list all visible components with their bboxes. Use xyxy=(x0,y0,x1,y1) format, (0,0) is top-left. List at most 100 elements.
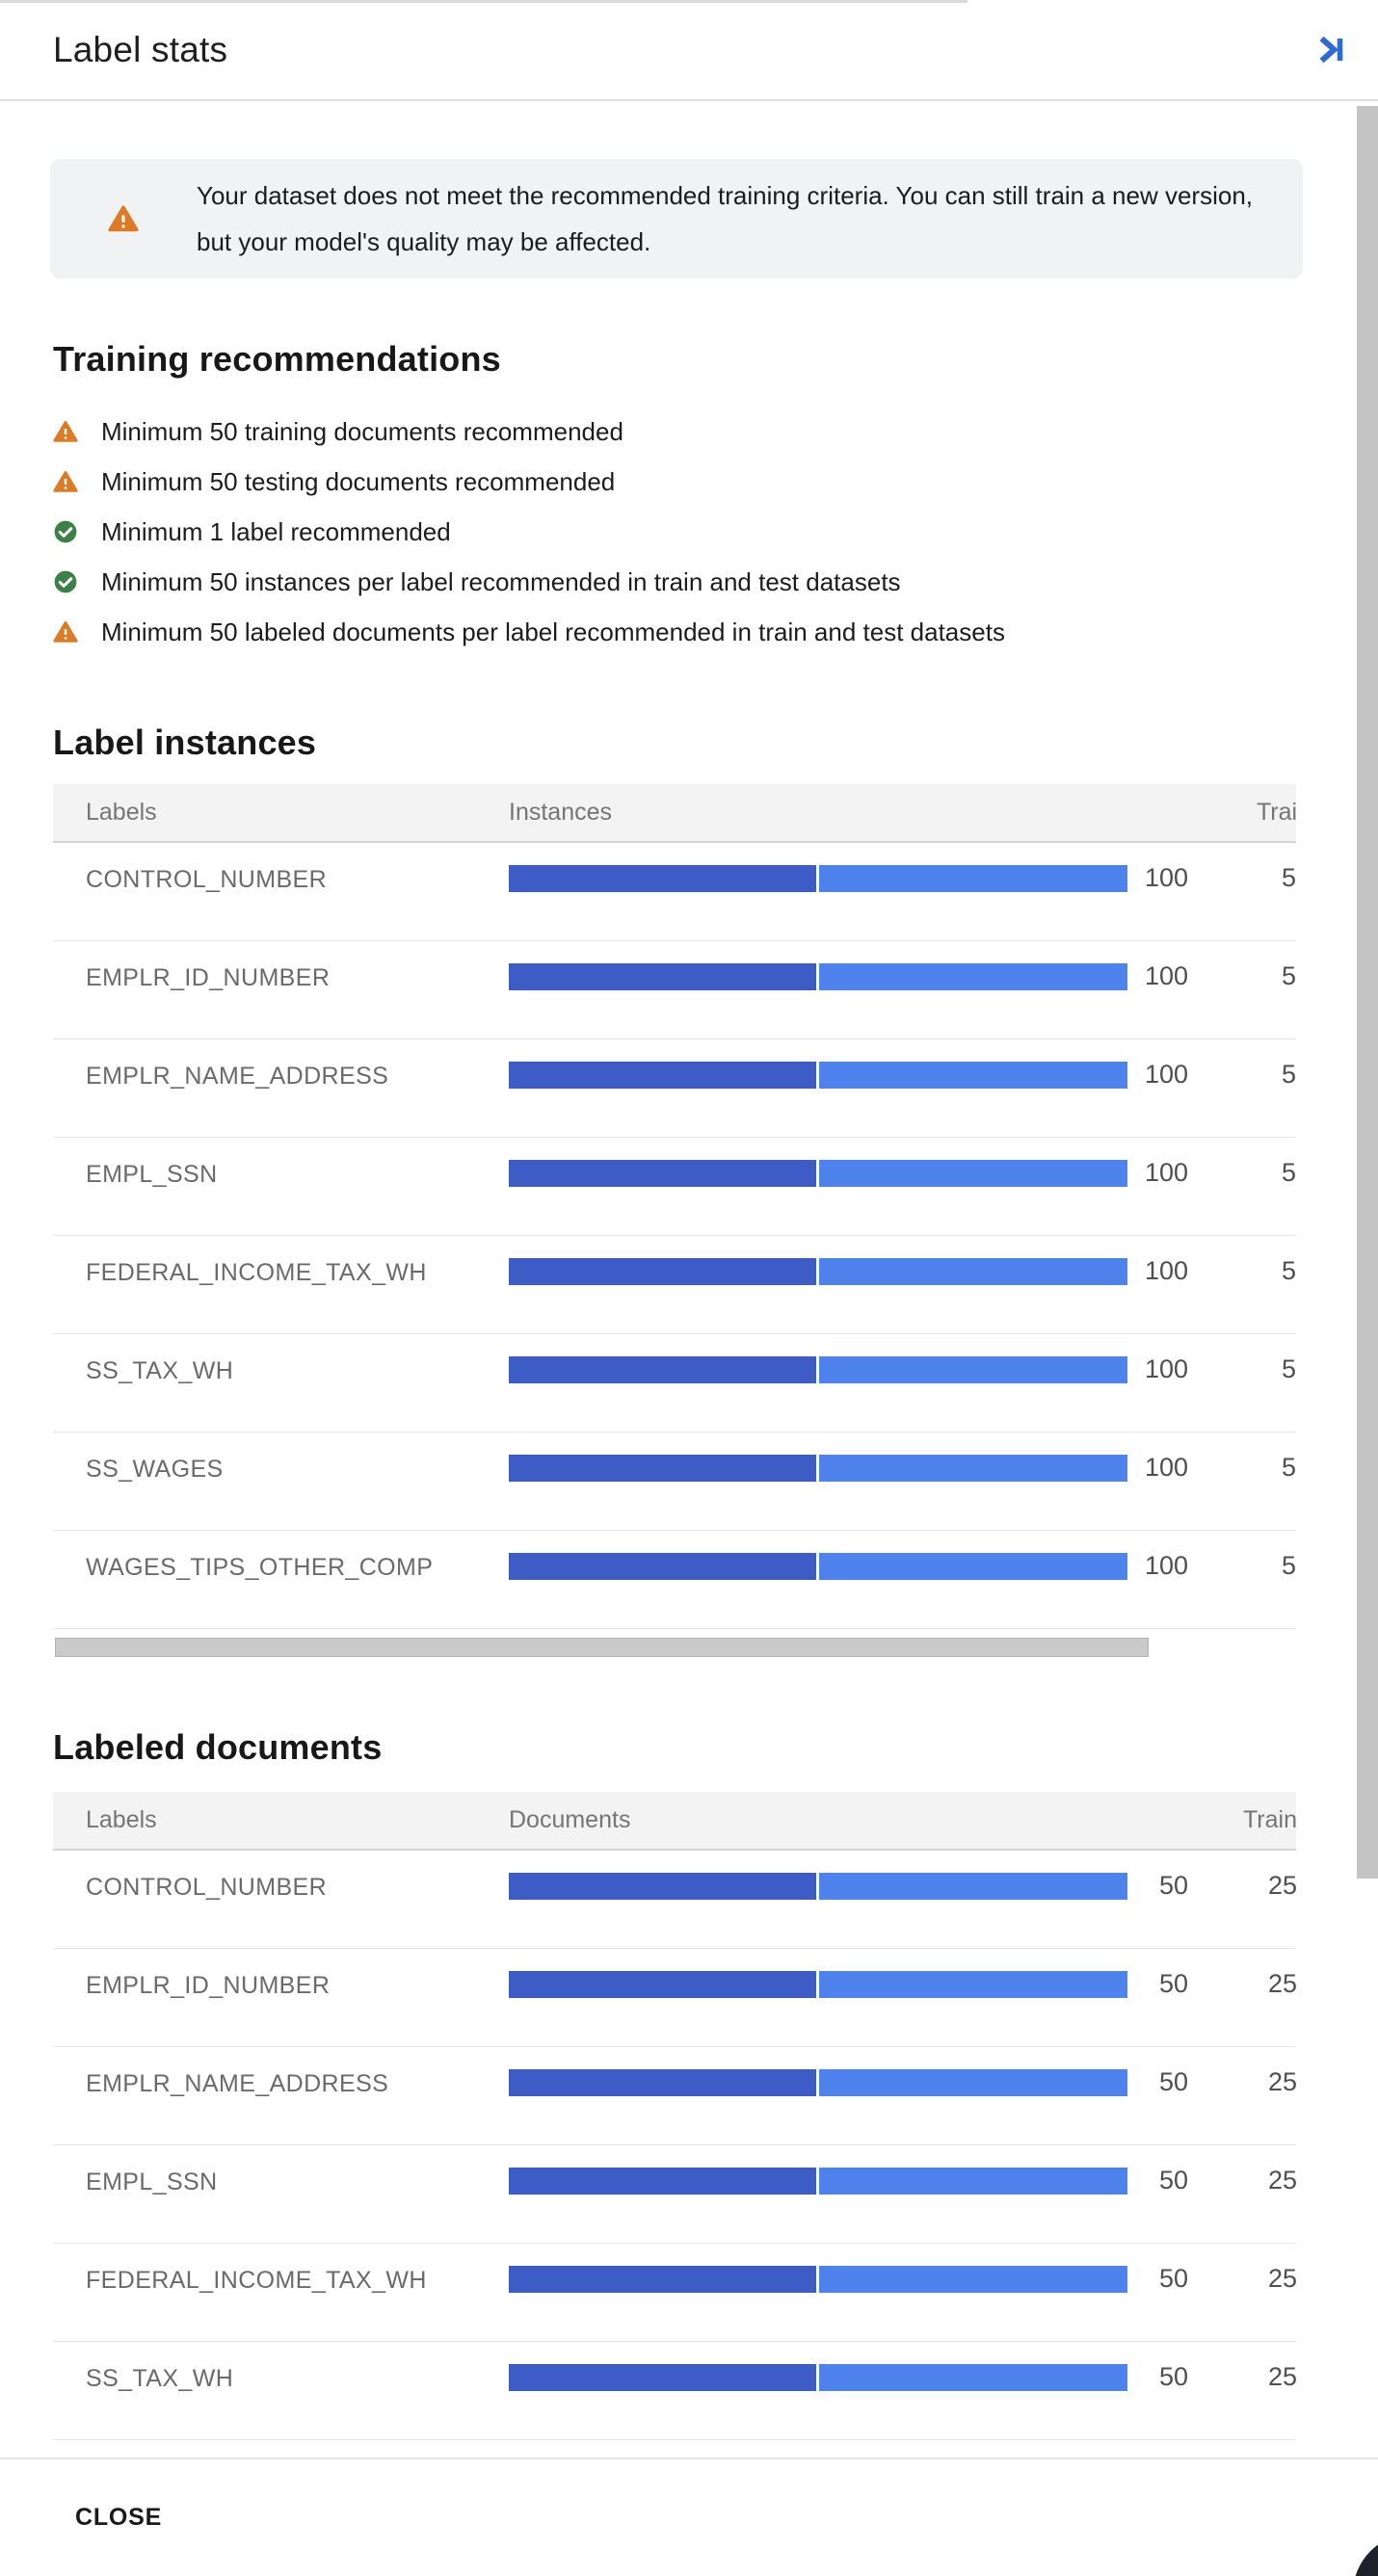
bar-segment-gap xyxy=(816,1553,819,1580)
recommendation-item: Minimum 50 training documents recommende… xyxy=(53,407,1378,457)
bar-test-segment xyxy=(819,2364,1127,2391)
panel-footer: CLOSE xyxy=(0,2458,1378,2576)
bar-train-segment xyxy=(509,2364,816,2391)
warning-icon xyxy=(53,619,78,644)
label-instances-table: Labels Instances Train CONTROL_NUMBER 10… xyxy=(53,784,1296,1629)
horizontal-scrollbar[interactable] xyxy=(55,1638,1149,1657)
bar-segment-gap xyxy=(816,2266,819,2293)
bar-train-segment xyxy=(509,2266,816,2293)
train-count: 50 xyxy=(1281,1453,1296,1482)
table-row: SS_TAX_WH 100 50 xyxy=(53,1334,1296,1433)
bar-test-segment xyxy=(819,1356,1127,1383)
bar-segment-gap xyxy=(816,2069,819,2096)
table-row: EMPL_SSN 100 50 xyxy=(53,1138,1296,1236)
bar-train-segment xyxy=(509,1971,816,1998)
bar-test-segment xyxy=(819,1160,1127,1187)
warning-banner-text: Your dataset does not meet the recommend… xyxy=(197,181,1253,256)
train-count: 25 xyxy=(1267,2264,1296,2293)
train-count: 25 xyxy=(1267,2067,1296,2096)
bar-test-segment xyxy=(819,2168,1127,2195)
section-title-label-instances: Label instances xyxy=(53,723,317,762)
bar-train-segment xyxy=(509,1873,816,1900)
train-test-split-bar xyxy=(509,865,1127,892)
bar-train-segment xyxy=(509,1062,816,1089)
instances-count: 100 xyxy=(1144,1158,1188,1187)
close-button[interactable]: CLOSE xyxy=(75,2504,163,2531)
vertical-scrollbar-thumb[interactable] xyxy=(1357,106,1378,1879)
label-name: FEDERAL_INCOME_TAX_WH xyxy=(86,1259,427,1286)
table-row: CONTROL_NUMBER 100 50 xyxy=(53,843,1296,941)
window-top-edge xyxy=(0,0,967,3)
train-test-split-bar xyxy=(509,1062,1127,1089)
train-count: 50 xyxy=(1281,961,1296,990)
label-name: EMPLR_NAME_ADDRESS xyxy=(86,2070,389,2097)
bar-train-segment xyxy=(509,1258,816,1285)
instances-count: 100 xyxy=(1144,1256,1188,1285)
train-test-split-bar xyxy=(509,2168,1127,2195)
bar-segment-gap xyxy=(816,1160,819,1187)
label-name: EMPLR_NAME_ADDRESS xyxy=(86,1063,389,1090)
label-name: EMPLR_ID_NUMBER xyxy=(86,1972,331,1999)
label-name: SS_TAX_WH xyxy=(86,2365,234,2392)
check-circle-icon xyxy=(53,569,78,594)
bar-segment-gap xyxy=(816,1971,819,1998)
train-count: 50 xyxy=(1281,863,1296,892)
label-name: CONTROL_NUMBER xyxy=(86,866,328,893)
table-row: EMPL_SSN 50 25 xyxy=(53,2145,1296,2244)
bar-train-segment xyxy=(509,1356,816,1383)
bar-segment-gap xyxy=(816,1258,819,1285)
bar-test-segment xyxy=(819,865,1127,892)
bar-test-segment xyxy=(819,2069,1127,2096)
warning-icon xyxy=(53,419,78,444)
train-count: 25 xyxy=(1267,2166,1296,2195)
panel-body: Your dataset does not meet the recommend… xyxy=(0,159,1378,2440)
column-header-instances: Instances xyxy=(509,799,613,826)
bar-test-segment xyxy=(819,1062,1127,1089)
documents-count: 50 xyxy=(1158,2067,1188,2096)
train-test-split-bar xyxy=(509,1160,1127,1187)
documents-count: 50 xyxy=(1158,2362,1188,2391)
bar-test-segment xyxy=(819,963,1127,990)
label-name: SS_TAX_WH xyxy=(86,1357,234,1384)
table-row: FEDERAL_INCOME_TAX_WH 50 25 xyxy=(53,2244,1296,2342)
bar-train-segment xyxy=(509,1553,816,1580)
label-name: FEDERAL_INCOME_TAX_WH xyxy=(86,2267,427,2294)
train-test-split-bar xyxy=(509,1553,1127,1580)
table-row: WAGES_TIPS_OTHER_COMP 100 50 xyxy=(53,1531,1296,1629)
bar-segment-gap xyxy=(816,1356,819,1383)
label-name: WAGES_TIPS_OTHER_COMP xyxy=(86,1554,434,1581)
bar-segment-gap xyxy=(816,2168,819,2195)
train-test-split-bar xyxy=(509,1873,1127,1900)
check-circle-icon xyxy=(53,519,78,544)
bar-segment-gap xyxy=(816,1873,819,1900)
instances-count: 100 xyxy=(1144,1060,1188,1089)
recommendation-text: Minimum 50 training documents recommende… xyxy=(101,416,623,446)
train-test-split-bar xyxy=(509,1455,1127,1482)
label-instances-rows: CONTROL_NUMBER 100 50 EMPLR_ID_NUMBER xyxy=(53,843,1296,1629)
recommendation-text: Minimum 50 instances per label recommend… xyxy=(101,566,901,596)
train-test-split-bar xyxy=(509,1971,1127,1998)
warning-icon xyxy=(53,469,78,494)
section-title-labeled-documents: Labeled documents xyxy=(53,1727,383,1767)
recommendation-item: Minimum 1 label recommended xyxy=(53,507,1378,557)
recommendations-list: Minimum 50 training documents recommende… xyxy=(53,407,1378,657)
label-name: EMPL_SSN xyxy=(86,2169,218,2195)
table-header-row: Labels Instances Train xyxy=(53,784,1296,843)
column-header-documents: Documents xyxy=(509,1806,631,1833)
recommendation-text: Minimum 50 testing documents recommended xyxy=(101,466,616,496)
instances-count: 100 xyxy=(1144,1453,1188,1482)
instances-count: 100 xyxy=(1144,961,1188,990)
recommendation-text: Minimum 1 label recommended xyxy=(101,516,451,546)
bar-segment-gap xyxy=(816,1455,819,1482)
documents-count: 50 xyxy=(1158,1969,1188,1998)
train-count: 25 xyxy=(1267,2362,1296,2391)
bar-test-segment xyxy=(819,1258,1127,1285)
collapse-panel-button[interactable] xyxy=(1309,29,1351,71)
panel-title: Label stats xyxy=(53,29,228,69)
column-header-train: Train xyxy=(1242,1806,1296,1833)
documents-count: 50 xyxy=(1158,2264,1188,2293)
documents-count: 50 xyxy=(1158,1871,1188,1900)
documents-count: 50 xyxy=(1158,2166,1188,2195)
labeled-documents-rows: CONTROL_NUMBER 50 25 EMPLR_ID_NUMBER xyxy=(53,1851,1296,2440)
